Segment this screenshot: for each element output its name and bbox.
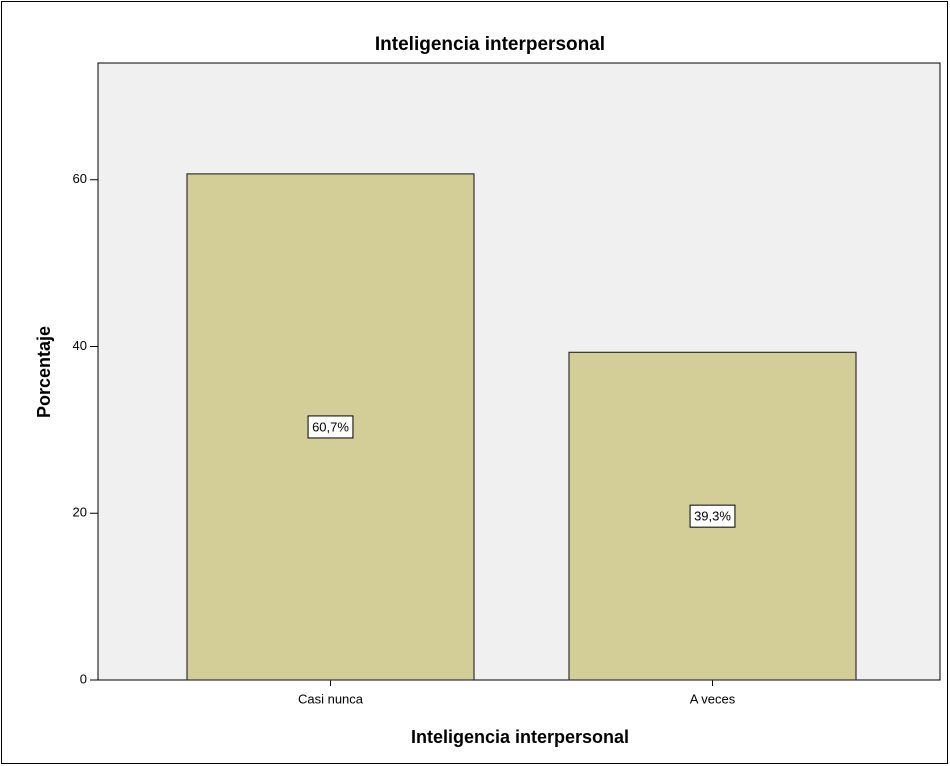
value-label-box — [307, 415, 354, 439]
y-axis-label: Porcentaje — [34, 326, 54, 418]
value-label: 39,3% — [694, 509, 731, 524]
x-axis-label: Inteligencia interpersonal — [411, 727, 629, 747]
y-tick-label: 60 — [73, 171, 87, 186]
chart-title: Inteligencia interpersonal — [375, 34, 605, 55]
y-tick-label: 40 — [73, 338, 87, 353]
x-tick-label: Casi nunca — [298, 691, 364, 706]
value-label: 60,7% — [312, 419, 349, 434]
y-tick-label: 20 — [73, 505, 87, 520]
x-tick-label: A veces — [690, 691, 736, 706]
value-label-box — [689, 504, 736, 528]
y-tick-label: 0 — [80, 671, 87, 686]
